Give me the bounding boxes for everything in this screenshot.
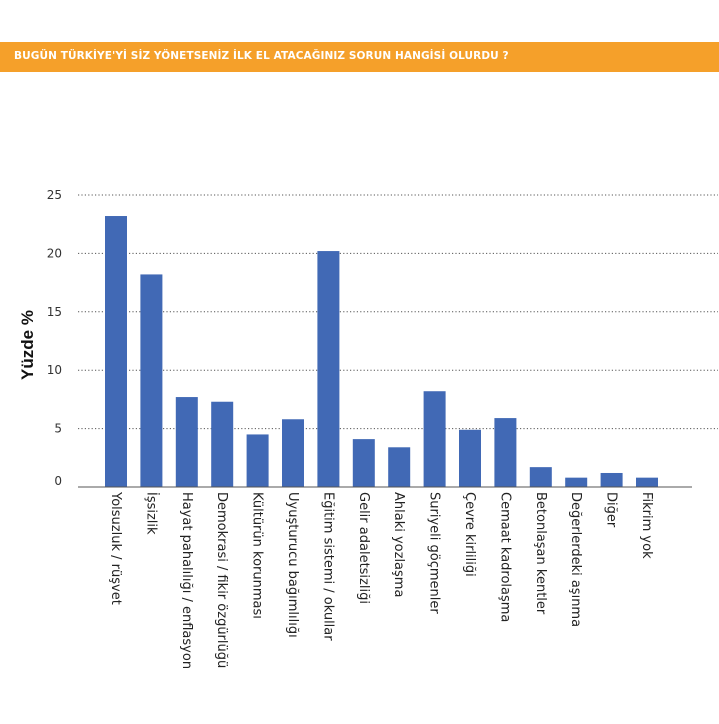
x-tick-label: İşsizlik	[143, 492, 159, 535]
y-tick-label: 15	[47, 305, 62, 319]
y-axis-label: Yüzde %	[18, 310, 37, 380]
bar	[352, 439, 375, 487]
bar	[494, 418, 517, 487]
bar	[565, 477, 588, 487]
x-tick-label: Yolsuzluk / rüşvet	[108, 491, 123, 605]
x-tick-labels: Yolsuzluk / rüşvet İşsizlik Hayat pahalılı…	[108, 491, 654, 669]
x-tick-label: Diğer	[604, 492, 619, 528]
y-tick-labels: 0 5 10 15 20 25	[47, 188, 62, 488]
x-tick-label: Betonlaşan kentler	[533, 492, 548, 615]
bar	[175, 397, 198, 487]
bar	[529, 467, 552, 487]
x-tick-label: Çevre kirliliği	[462, 492, 477, 577]
y-tick-label: 25	[47, 188, 62, 202]
bars	[105, 216, 658, 488]
x-tick-label: Ahlaki yozlaşma	[391, 492, 406, 597]
title-banner: BUGÜN TÜRKİYE'Yİ SİZ YÖNETSENİZ İLK EL A…	[0, 42, 719, 72]
grid-lines	[78, 194, 718, 430]
x-tick-label: Değerlerdeki aşınma	[568, 492, 583, 627]
x-tick-label: Kültürün korunması	[250, 492, 265, 619]
x-tick-label: Uyuşturucu bağımlılığı	[285, 492, 300, 638]
x-tick-label: Cemaat kadrolaşma	[497, 492, 512, 622]
y-tick-label: 10	[47, 363, 62, 377]
bar	[636, 477, 658, 487]
bar	[282, 419, 304, 487]
bar	[140, 274, 163, 487]
x-tick-label: Gelir adaletsizliği	[356, 492, 371, 604]
chart-title: BUGÜN TÜRKİYE'Yİ SİZ YÖNETSENİZ İLK EL A…	[14, 50, 509, 62]
y-tick-label: 0	[54, 474, 62, 488]
bar	[388, 447, 411, 487]
bar	[459, 429, 481, 487]
bar	[211, 401, 234, 487]
bar	[246, 434, 269, 487]
bar	[423, 391, 446, 487]
bar	[600, 472, 623, 487]
x-tick-label: Fikrim yok	[639, 492, 654, 559]
x-tick-label: Demokrasi / fikir özgürlüğü	[214, 492, 229, 668]
x-tick-label: Hayat pahalılığı / enflasyon	[179, 492, 194, 669]
y-tick-label: 20	[47, 246, 62, 260]
x-tick-label: Suriyeli göçmenler	[427, 492, 442, 614]
bar	[317, 251, 340, 487]
y-tick-label: 5	[54, 422, 62, 436]
x-tick-label: Eğitim sistemi / okullar	[320, 492, 335, 641]
bar	[105, 216, 127, 488]
